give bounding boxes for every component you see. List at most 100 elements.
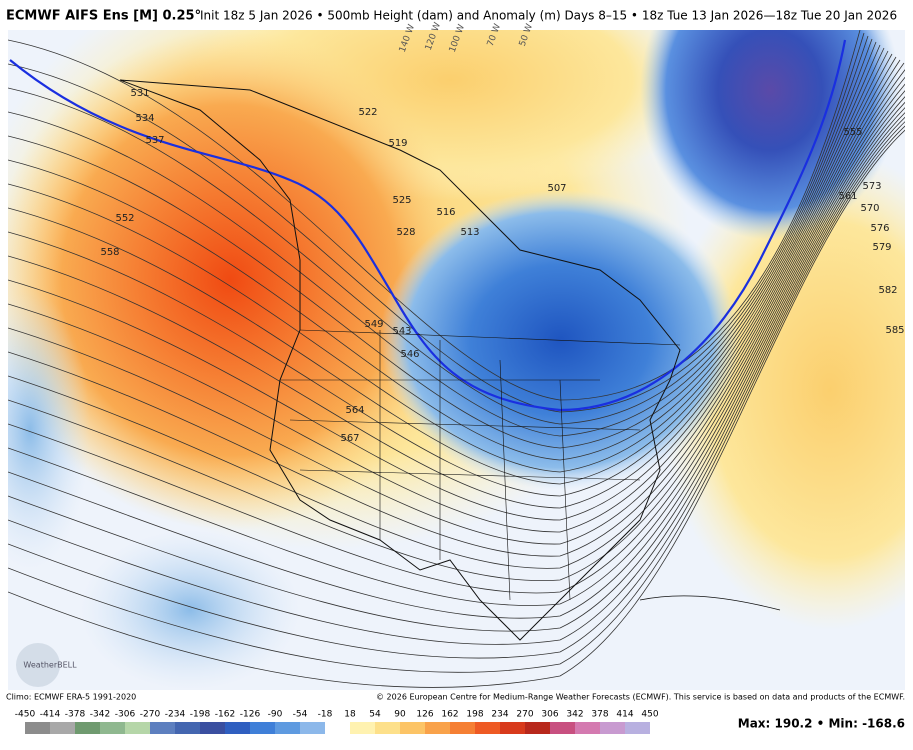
colorbar-swatch [425, 722, 450, 734]
contour-label: 570 [860, 203, 879, 214]
colorbar-label: 270 [516, 710, 533, 720]
colorbar-label: 90 [394, 710, 406, 720]
colorbar-swatch [175, 722, 200, 734]
colorbar-label: 450 [641, 710, 658, 720]
contour-label: 582 [878, 285, 897, 296]
colorbar-label: 198 [466, 710, 483, 720]
colorbar-swatch [625, 722, 650, 734]
contour-line [8, 90, 905, 582]
colorbar-swatch [400, 722, 425, 734]
colorbar-swatch [500, 722, 525, 734]
colorbar-swatch [250, 722, 275, 734]
colorbar-label: -162 [215, 710, 235, 720]
colorbar-label: -234 [165, 710, 186, 720]
contour-line [8, 69, 905, 545]
colorbar-swatch [575, 722, 600, 734]
contour-label: 516 [436, 207, 455, 218]
coastline [639, 595, 781, 611]
colorbar-swatch [25, 722, 50, 734]
colorbar-label: -342 [90, 710, 110, 720]
coastline [119, 79, 681, 641]
contour-line [8, 35, 869, 425]
climo-note: Climo: ECMWF ERA-5 1991-2020 [6, 693, 136, 702]
contour-label: 558 [100, 247, 119, 258]
contour-label: 513 [460, 227, 479, 238]
colorbar-label: 162 [441, 710, 458, 720]
colorbar-swatch [600, 722, 625, 734]
contour-line [8, 107, 905, 619]
contour-line [8, 53, 893, 497]
title: ECMWF AIFS Ens [M] 0.25° [6, 9, 201, 24]
contour-label: 552 [115, 213, 134, 224]
colorbar-swatch [475, 722, 500, 734]
contour-line [8, 56, 897, 509]
contour-label: 507 [547, 183, 566, 194]
colorbar-label: 18 [344, 710, 356, 720]
colorbar-label: -306 [115, 710, 136, 720]
contour-line [8, 41, 877, 449]
colorbar-swatch [50, 722, 75, 734]
colorbar-swatch [125, 722, 150, 734]
contour-label: 561 [838, 191, 857, 202]
colorbar-label: -198 [190, 710, 211, 720]
contour-line [8, 83, 905, 569]
logo-badge [16, 643, 60, 687]
contour-line [8, 30, 861, 401]
contour-label: 522 [358, 107, 377, 118]
copyright: © 2026 European Centre for Medium-Range … [376, 693, 905, 702]
colorbar-swatch [100, 722, 125, 734]
contour-line [8, 50, 889, 485]
colorbar-label: -450 [15, 710, 36, 720]
colorbar-swatch [550, 722, 575, 734]
colorbar-label: -270 [140, 710, 161, 720]
contour-label: 525 [392, 195, 411, 206]
contours [8, 30, 905, 688]
contour-label: 549 [364, 319, 383, 330]
colorbar-label: -90 [268, 710, 283, 720]
anomaly-area [8, 290, 90, 570]
contour-label: 585 [885, 325, 904, 336]
colorbar-label: -414 [40, 710, 61, 720]
borders [280, 329, 681, 601]
colorbar-label: -18 [318, 710, 333, 720]
contour-line [8, 59, 901, 521]
contour-line [8, 112, 905, 632]
colorbar-swatch [200, 722, 225, 734]
contour-labels: 531 534 537 552 558 522 519 525 528 516 513 507 549 5… [100, 21, 904, 444]
contour-line [8, 44, 881, 461]
contour-label: 531 [130, 88, 149, 99]
contour-line [8, 101, 905, 606]
colorbar-label: 126 [416, 710, 433, 720]
colorbar-label: -54 [293, 710, 308, 720]
colorbar-swatch [325, 722, 350, 734]
colorbar-label: -378 [65, 710, 86, 720]
colorbar-swatch [450, 722, 475, 734]
contour-label: 528 [396, 227, 415, 238]
contour-label: 576 [870, 223, 889, 234]
contour-line [8, 121, 905, 659]
contour-label: 579 [872, 242, 891, 253]
contour-label: 567 [340, 433, 359, 444]
colorbar-label: 54 [369, 710, 381, 720]
contour-label: 555 [843, 127, 862, 138]
contour-line [8, 47, 885, 473]
colorbar-swatch [150, 722, 175, 734]
contour-line [8, 76, 905, 557]
contour-line [8, 116, 905, 645]
anomaly-area [80, 530, 300, 690]
subtitle: Init 18z 5 Jan 2026 • 500mb Height (dam)… [200, 9, 897, 23]
map: WeatherBELL [8, 30, 905, 690]
contour-line [8, 96, 905, 594]
colorbar-label: 414 [616, 710, 633, 720]
contour-label: 543 [392, 326, 411, 337]
contour-label: 534 [135, 113, 154, 124]
colorbar-swatch [525, 722, 550, 734]
climo-contour [9, 39, 847, 412]
colorbar-swatch [225, 722, 250, 734]
stats: Max: 190.2 • Min: -168.6 [738, 717, 905, 731]
contour-label: 519 [388, 138, 407, 149]
contour-label: 573 [862, 181, 881, 192]
colorbar-swatch [275, 722, 300, 734]
